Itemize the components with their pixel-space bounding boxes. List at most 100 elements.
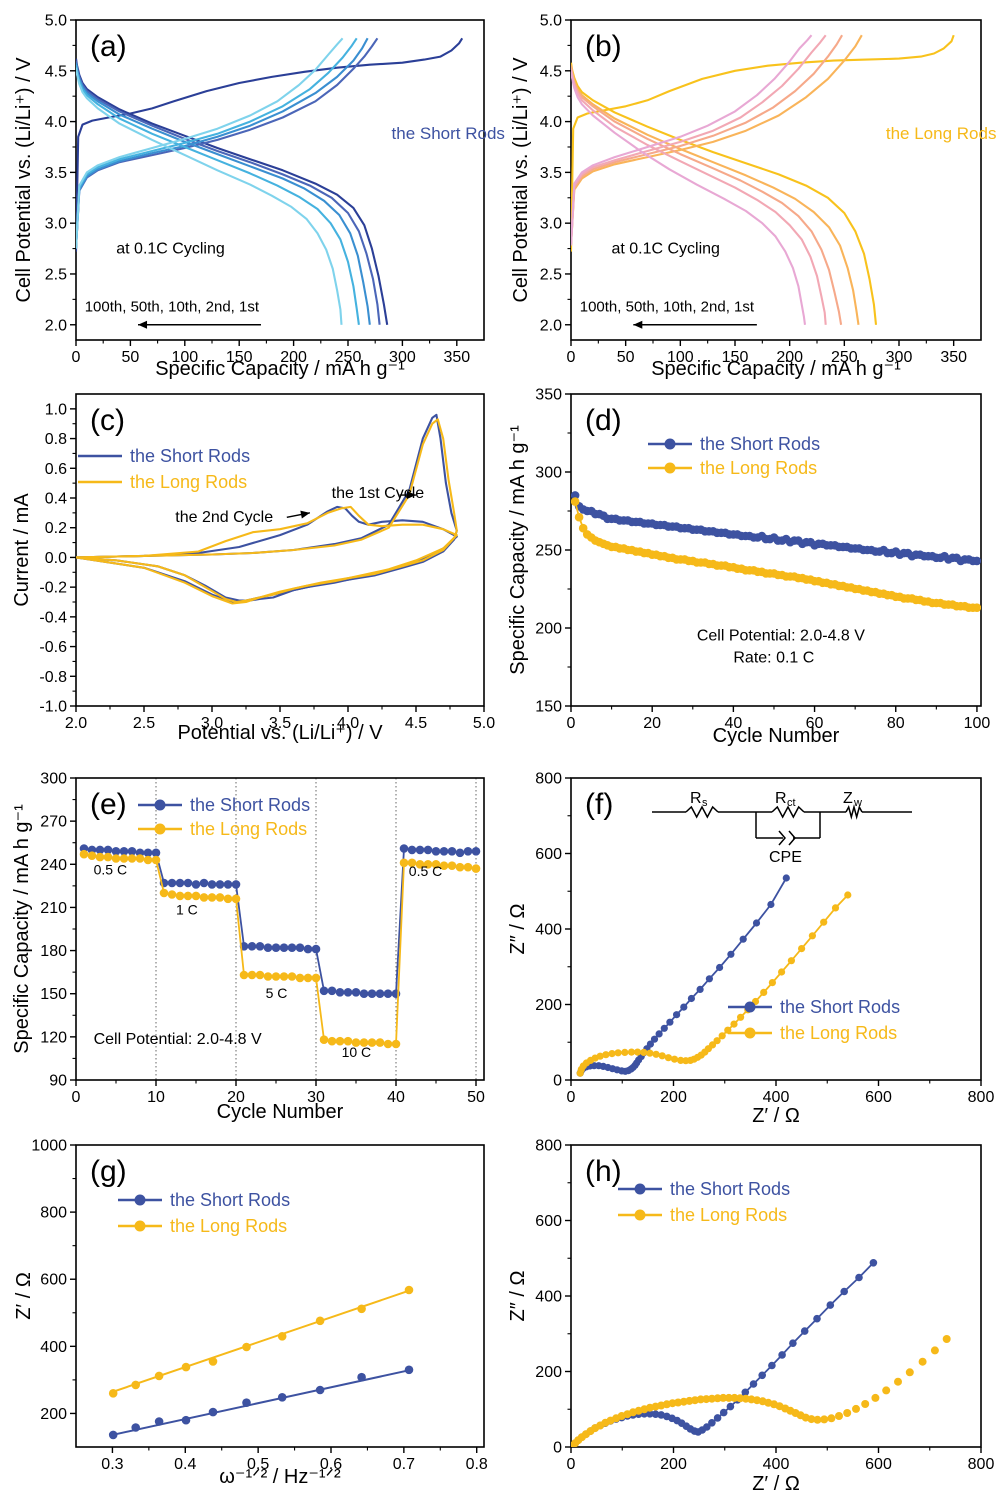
data-point xyxy=(154,1371,164,1381)
y-tick-label: 0 xyxy=(553,1073,562,1090)
data-point xyxy=(614,1049,622,1057)
data-point xyxy=(727,950,735,958)
data-point xyxy=(813,1415,822,1424)
data-point xyxy=(768,979,777,987)
y-tick-label: 800 xyxy=(40,1205,67,1222)
y-tick-label: 0.8 xyxy=(45,431,67,448)
data-point xyxy=(207,893,217,902)
data-point xyxy=(596,1052,604,1060)
data-point xyxy=(391,1039,401,1049)
plot-area xyxy=(76,413,458,605)
data-point xyxy=(447,861,457,870)
arrow-head xyxy=(407,491,416,500)
data-point xyxy=(627,1048,636,1056)
circuit-label-rs: R xyxy=(690,790,702,807)
y-axis-label: Current / mA xyxy=(11,493,33,607)
y-tick-label: 4.0 xyxy=(540,114,562,131)
data-point xyxy=(407,845,417,855)
resistor-rs xyxy=(685,805,719,819)
data-point xyxy=(820,1415,829,1424)
data-point xyxy=(375,1038,385,1047)
data-point xyxy=(431,860,441,869)
x-tick-label: 0 xyxy=(72,349,81,366)
data-point xyxy=(399,858,409,868)
data-point xyxy=(242,1342,251,1352)
annotation-text: 100th, 50th, 10th, 2nd, 1st xyxy=(85,299,260,316)
data-point xyxy=(175,878,185,888)
x-tick-label: 250 xyxy=(831,349,858,366)
data-point xyxy=(782,874,790,882)
data-point xyxy=(840,1287,848,1296)
x-tick-label: 400 xyxy=(763,1089,790,1106)
data-point xyxy=(768,1361,776,1370)
plot-area xyxy=(76,37,464,325)
data-point xyxy=(646,1410,654,1418)
data-point xyxy=(602,1051,610,1059)
y-tick-label: 150 xyxy=(40,986,67,1003)
legend-marker xyxy=(664,462,676,474)
y-tick-label: 0.2 xyxy=(45,520,67,537)
data-point xyxy=(621,1048,629,1056)
data-point xyxy=(367,989,377,998)
plot-frame xyxy=(75,1144,485,1448)
annotation-text: the Long Rods xyxy=(886,124,997,143)
y-tick-label: 5.0 xyxy=(540,13,562,30)
x-tick-label: 3.5 xyxy=(269,715,291,732)
y-tick-label: 270 xyxy=(40,814,67,831)
data-point xyxy=(183,878,193,888)
x-tick-label: 0 xyxy=(567,1089,576,1106)
data-point xyxy=(737,1013,745,1021)
plot-area xyxy=(571,491,981,612)
data-point xyxy=(571,497,580,506)
data-point xyxy=(713,1037,721,1045)
x-tick-label: 20 xyxy=(643,715,661,732)
legend-label: the Short Rods xyxy=(670,1179,790,1199)
x-tick-label: 200 xyxy=(776,349,803,366)
data-point xyxy=(719,1408,728,1417)
y-tick-label: 400 xyxy=(535,922,562,939)
data-point xyxy=(367,1038,377,1047)
x-tick-label: 150 xyxy=(226,349,253,366)
data-point xyxy=(383,989,393,998)
circuit-label-rs-sub: s xyxy=(702,797,708,809)
data-point xyxy=(295,973,305,983)
data-point xyxy=(778,968,786,976)
data-point xyxy=(787,957,796,965)
y-tick-label: 600 xyxy=(535,846,562,863)
circuit-label-rct: R xyxy=(775,790,787,807)
panel-label: (e) xyxy=(90,788,127,821)
panel-label: (f) xyxy=(585,788,613,821)
data-point xyxy=(930,1346,939,1355)
data-point xyxy=(287,943,297,952)
data-point xyxy=(151,855,161,865)
data-point xyxy=(311,944,321,954)
data-point xyxy=(319,986,329,996)
series-line xyxy=(76,505,458,605)
data-point xyxy=(807,1415,816,1424)
data-point xyxy=(789,1339,797,1347)
y-tick-label: 120 xyxy=(40,1029,67,1046)
legend-label: the Short Rods xyxy=(170,1190,290,1210)
data-point xyxy=(335,1036,345,1046)
data-point xyxy=(730,1020,738,1028)
x-tick-label: 2.5 xyxy=(133,715,155,732)
data-point xyxy=(295,943,305,952)
data-point xyxy=(655,1030,663,1038)
data-point xyxy=(705,975,714,983)
plot-area xyxy=(571,34,955,325)
legend-label: the Long Rods xyxy=(130,472,247,492)
data-point xyxy=(423,860,433,869)
data-point xyxy=(608,1050,616,1058)
y-tick-label: 3.5 xyxy=(540,165,562,182)
series-line xyxy=(571,62,878,325)
data-point xyxy=(191,880,201,889)
data-point xyxy=(315,1316,325,1326)
data-point xyxy=(159,888,169,898)
x-tick-label: 0 xyxy=(567,349,576,366)
data-point xyxy=(351,988,361,997)
legend-marker xyxy=(134,1194,146,1206)
annotation-text: the 1st Cycle xyxy=(332,485,425,502)
annotation-text: 0.5 C xyxy=(409,863,442,879)
data-point xyxy=(247,942,257,951)
